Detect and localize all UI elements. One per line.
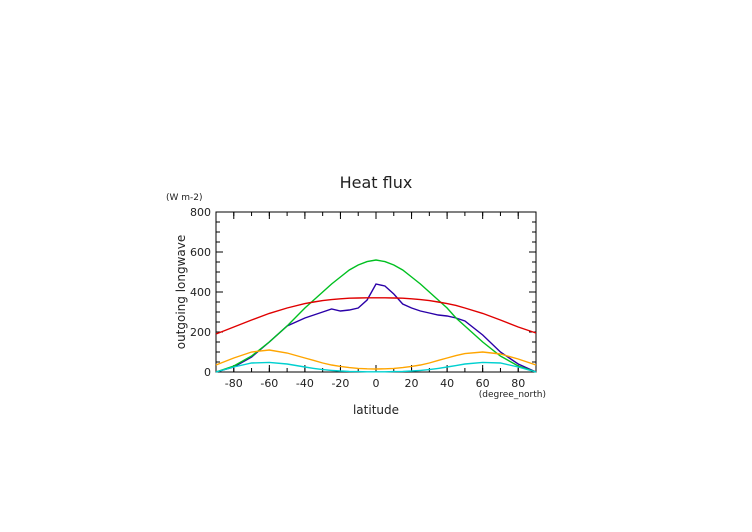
y-tick-label: 0 [204,366,211,379]
series-line-1 [215,283,537,373]
y-tick-label: 600 [190,246,211,259]
series-line-3 [215,297,537,335]
plot-frame [215,211,537,373]
x-tick-label: -40 [296,377,314,390]
x-tick-label: 80 [511,377,525,390]
x-tick-label: 40 [440,377,454,390]
x-tick-label: -80 [225,377,243,390]
x-tick-label: 0 [373,377,380,390]
x-axis-unit: (degree_north) [479,390,546,400]
y-tick-label: 400 [190,286,211,299]
y-tick-label: 200 [190,326,211,339]
series-line-4 [215,349,537,370]
series-line-5 [215,361,537,373]
y-axis-unit: (W m-2) [166,193,203,203]
y-tick-label: 800 [190,206,211,219]
chart-title: Heat flux [340,173,413,192]
x-axis-label: latitude [353,403,399,417]
x-tick-label: -60 [260,377,278,390]
x-tick-label: -20 [331,377,349,390]
y-axis-label: outgoing longwave [174,235,188,350]
series-line-2 [215,259,537,373]
x-tick-label: 20 [405,377,419,390]
x-tick-label: 60 [476,377,490,390]
